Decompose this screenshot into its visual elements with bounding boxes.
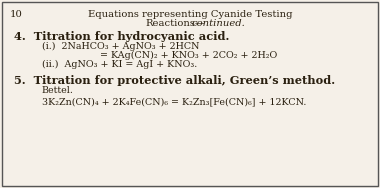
Text: 10: 10 bbox=[10, 10, 23, 19]
Text: continued.: continued. bbox=[191, 19, 245, 28]
Text: = KAg(CN)₂ + KNO₃ + 2CO₂ + 2H₂O: = KAg(CN)₂ + KNO₃ + 2CO₂ + 2H₂O bbox=[100, 51, 277, 60]
Text: (ii.)  AgNO₃ + KI = AgI + KNO₃.: (ii.) AgNO₃ + KI = AgI + KNO₃. bbox=[42, 60, 197, 69]
Text: Reactions—: Reactions— bbox=[145, 19, 205, 28]
Text: 3K₂Zn(CN)₄ + 2K₄Fe(CN)₆ = K₂Zn₃[Fe(CN)₆] + 12KCN.: 3K₂Zn(CN)₄ + 2K₄Fe(CN)₆ = K₂Zn₃[Fe(CN)₆]… bbox=[42, 97, 306, 106]
Text: 5.  Titration for protective alkali, Green’s method.: 5. Titration for protective alkali, Gree… bbox=[14, 75, 335, 86]
FancyBboxPatch shape bbox=[2, 2, 378, 186]
Text: Equations representing Cyanide Testing: Equations representing Cyanide Testing bbox=[88, 10, 292, 19]
Text: (i.)  2NaHCO₃ + AgNO₃ + 2HCN: (i.) 2NaHCO₃ + AgNO₃ + 2HCN bbox=[42, 42, 200, 51]
Text: Bettel.: Bettel. bbox=[42, 86, 74, 95]
Text: 4.  Titration for hydrocyanic acid.: 4. Titration for hydrocyanic acid. bbox=[14, 31, 230, 42]
